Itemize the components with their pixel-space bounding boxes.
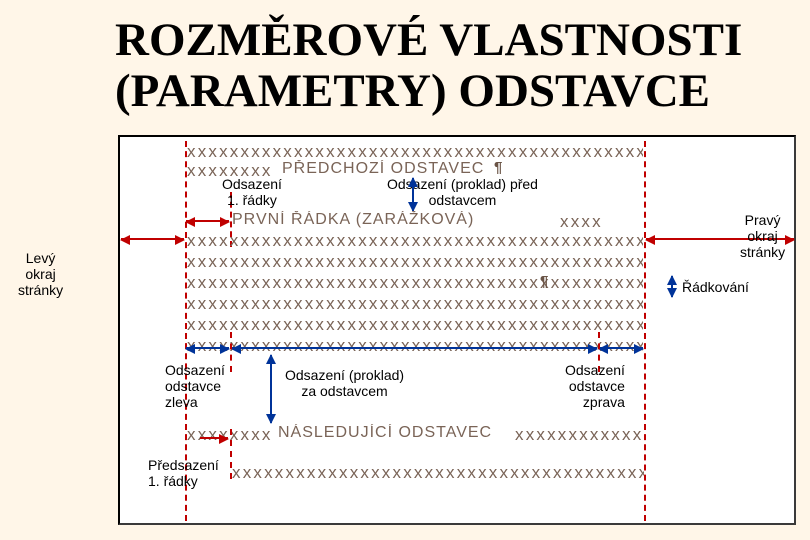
- text: Levý okraj stránky: [18, 250, 63, 298]
- line-spacing-arrow: [671, 276, 673, 297]
- indent-right-arrow: [599, 347, 643, 349]
- next-xrow-right: xxxxxxxxxxxx: [515, 425, 643, 445]
- space-after-arrow: [270, 355, 272, 423]
- body-xrow-2: xxxxxxxxxxxxxxxxxxxxxxxxxxxxxxxxxxxxxxxx…: [187, 252, 643, 272]
- body-xrow-4: xxxxxxxxxxxxxxxxxxxxxxxxxxxxxxxxxxxxxxxx…: [187, 294, 643, 314]
- next-xrow-2: xxxxxxxxxxxxxxxxxxxxxxxxxxxxxxxxxxxxxxxx…: [232, 463, 644, 483]
- pilcrow-body: ¶: [540, 273, 548, 290]
- body-xrow-1: xxxxxxxxxxxxxxxxxxxxxxxxxxxxxxxxxxxxxxxx…: [187, 231, 643, 251]
- prev-xrow-1: xxxxxxxxxxxxxxxxxxxxxxxxxxxxxxxxxxxxxxxx…: [187, 142, 643, 162]
- left-margin-label: Levý okraj stránky: [18, 250, 63, 298]
- first-indent-arrow: [186, 220, 229, 222]
- text: Pravý okraj stránky: [740, 212, 785, 260]
- diagram-frame: xxxxxxxxxxxxxxxxxxxxxxxxxxxxxxxxxxxxxxxx…: [118, 135, 796, 525]
- right-margin-label: Pravý okraj stránky: [740, 212, 785, 260]
- indent-left-label: Odsazení odstavce zleva: [165, 362, 225, 410]
- page-title: ROZMĚROVÉ VLASTNOSTI (PARAMETRY) ODSTAVC…: [0, 0, 810, 117]
- indent-right-label: Odsazení odstavce zprava: [565, 362, 625, 410]
- body-xrow-5: xxxxxxxxxxxxxxxxxxxxxxxxxxxxxxxxxxxxxxxx…: [187, 315, 643, 335]
- body-width-arrow: [232, 347, 597, 349]
- indent-left-arrow: [186, 347, 229, 349]
- hanging-arrow: [200, 437, 228, 439]
- next-para-label: NÁSLEDUJÍCÍ ODSTAVEC: [278, 424, 492, 442]
- hanging-label: Předsazení 1. řádky: [148, 457, 219, 489]
- pilcrow-prev: ¶: [494, 159, 502, 176]
- first-line-xright: xxxx: [560, 212, 644, 232]
- left-margin-arrow: [121, 238, 184, 240]
- next-xrow-left: xxxxxxxx: [187, 425, 277, 445]
- indent-left-guide: [230, 332, 232, 372]
- body-xrow-6: xxxxxxxxxxxxxxxxxxxxxxxxxxxxxxxxxxxxxxxx…: [187, 336, 643, 356]
- space-before-arrow: [412, 178, 414, 211]
- body-xrow-3: xxxxxxxxxxxxxxxxxxxxxxxxxxxxxxxxxxxxxxxx…: [187, 273, 643, 293]
- title-line-2: (PARAMETRY) ODSTAVCE: [115, 65, 710, 117]
- space-after-label: Odsazení (proklad) za odstavcem: [285, 367, 404, 399]
- right-margin-guide: [644, 141, 646, 521]
- title-line-1: ROZMĚROVÉ VLASTNOSTI: [115, 14, 742, 66]
- first-line-label: PRVNÍ ŘÁDKA (ZARÁŽKOVÁ): [232, 211, 474, 229]
- first-indent-label: Odsazení 1. řádky: [222, 176, 282, 208]
- line-spacing-label: Řádkování: [682, 279, 749, 295]
